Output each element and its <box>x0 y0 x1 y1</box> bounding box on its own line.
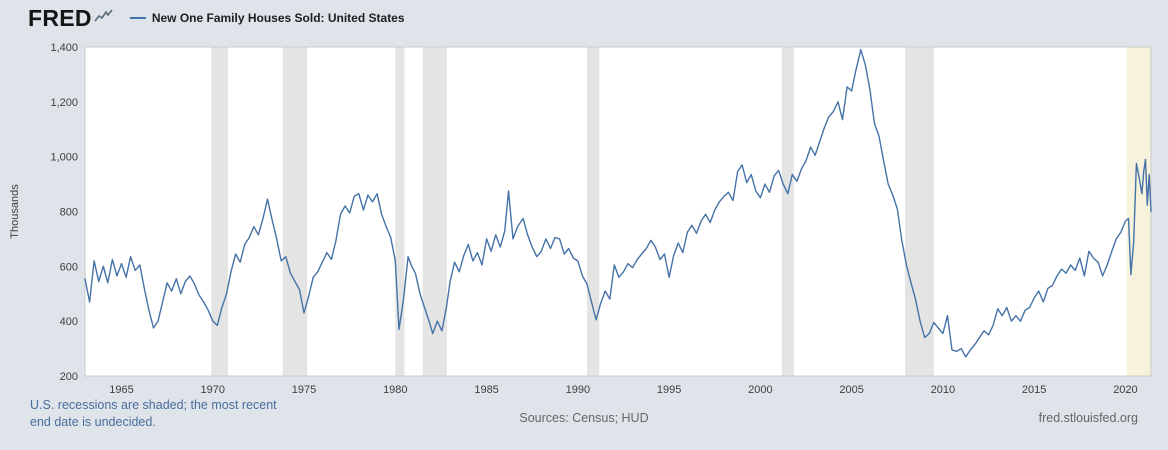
recession-band <box>904 47 934 376</box>
recession-note: U.S. recessions are shaded; the most rec… <box>30 397 277 431</box>
x-tick-label: 1995 <box>657 384 681 396</box>
x-tick-label: 2000 <box>748 384 772 396</box>
x-tick-label: 1975 <box>292 384 316 396</box>
y-tick-label: 1,200 <box>50 97 78 109</box>
y-axis-title: Thousands <box>9 184 21 239</box>
recession-band <box>211 47 228 376</box>
y-tick-label: 200 <box>60 371 78 383</box>
series-line[interactable] <box>84 49 1152 358</box>
recession-band <box>282 47 308 376</box>
legend-series-label: New One Family Houses Sold: United State… <box>151 11 405 25</box>
fred-logo-sparkline-icon <box>94 9 113 22</box>
recession-band <box>422 47 447 376</box>
x-tick-label: 1990 <box>566 384 590 396</box>
chart-legend[interactable]: New One Family Houses Sold: United State… <box>129 11 405 25</box>
recession-band <box>586 47 600 376</box>
legend-line-swatch <box>129 17 146 19</box>
latest-recession-band <box>1126 47 1151 376</box>
recession-band <box>781 47 794 376</box>
plot-area[interactable] <box>85 47 1151 376</box>
recession-band <box>395 47 405 376</box>
y-tick-label: 400 <box>60 316 78 328</box>
x-tick-label: 1970 <box>201 384 225 396</box>
x-tick-label: 2015 <box>1022 384 1046 396</box>
recession-note-line2: end date is undecided. <box>30 414 156 429</box>
x-tick-label: 1965 <box>109 384 133 396</box>
y-tick-label: 1,400 <box>50 42 78 54</box>
fred-site-link[interactable]: fred.stlouisfed.org <box>1038 411 1138 425</box>
x-tick-label: 2020 <box>1113 384 1137 396</box>
header: FRED New One Family Houses Sold: United … <box>28 5 405 31</box>
y-tick-label: 800 <box>60 207 78 219</box>
recession-note-line1: U.S. recessions are shaded; the most rec… <box>30 398 277 412</box>
x-tick-label: 2005 <box>839 384 863 396</box>
x-tick-label: 2010 <box>931 384 955 396</box>
sources-text[interactable]: Sources: Census; HUD <box>519 411 649 425</box>
x-tick-label: 1980 <box>383 384 407 396</box>
fred-logo[interactable]: FRED <box>28 5 114 31</box>
y-tick-label: 1,000 <box>50 152 78 164</box>
x-tick-label: 1985 <box>474 384 498 396</box>
fred-logo-text: FRED <box>28 5 92 31</box>
y-tick-label: 600 <box>60 261 78 273</box>
